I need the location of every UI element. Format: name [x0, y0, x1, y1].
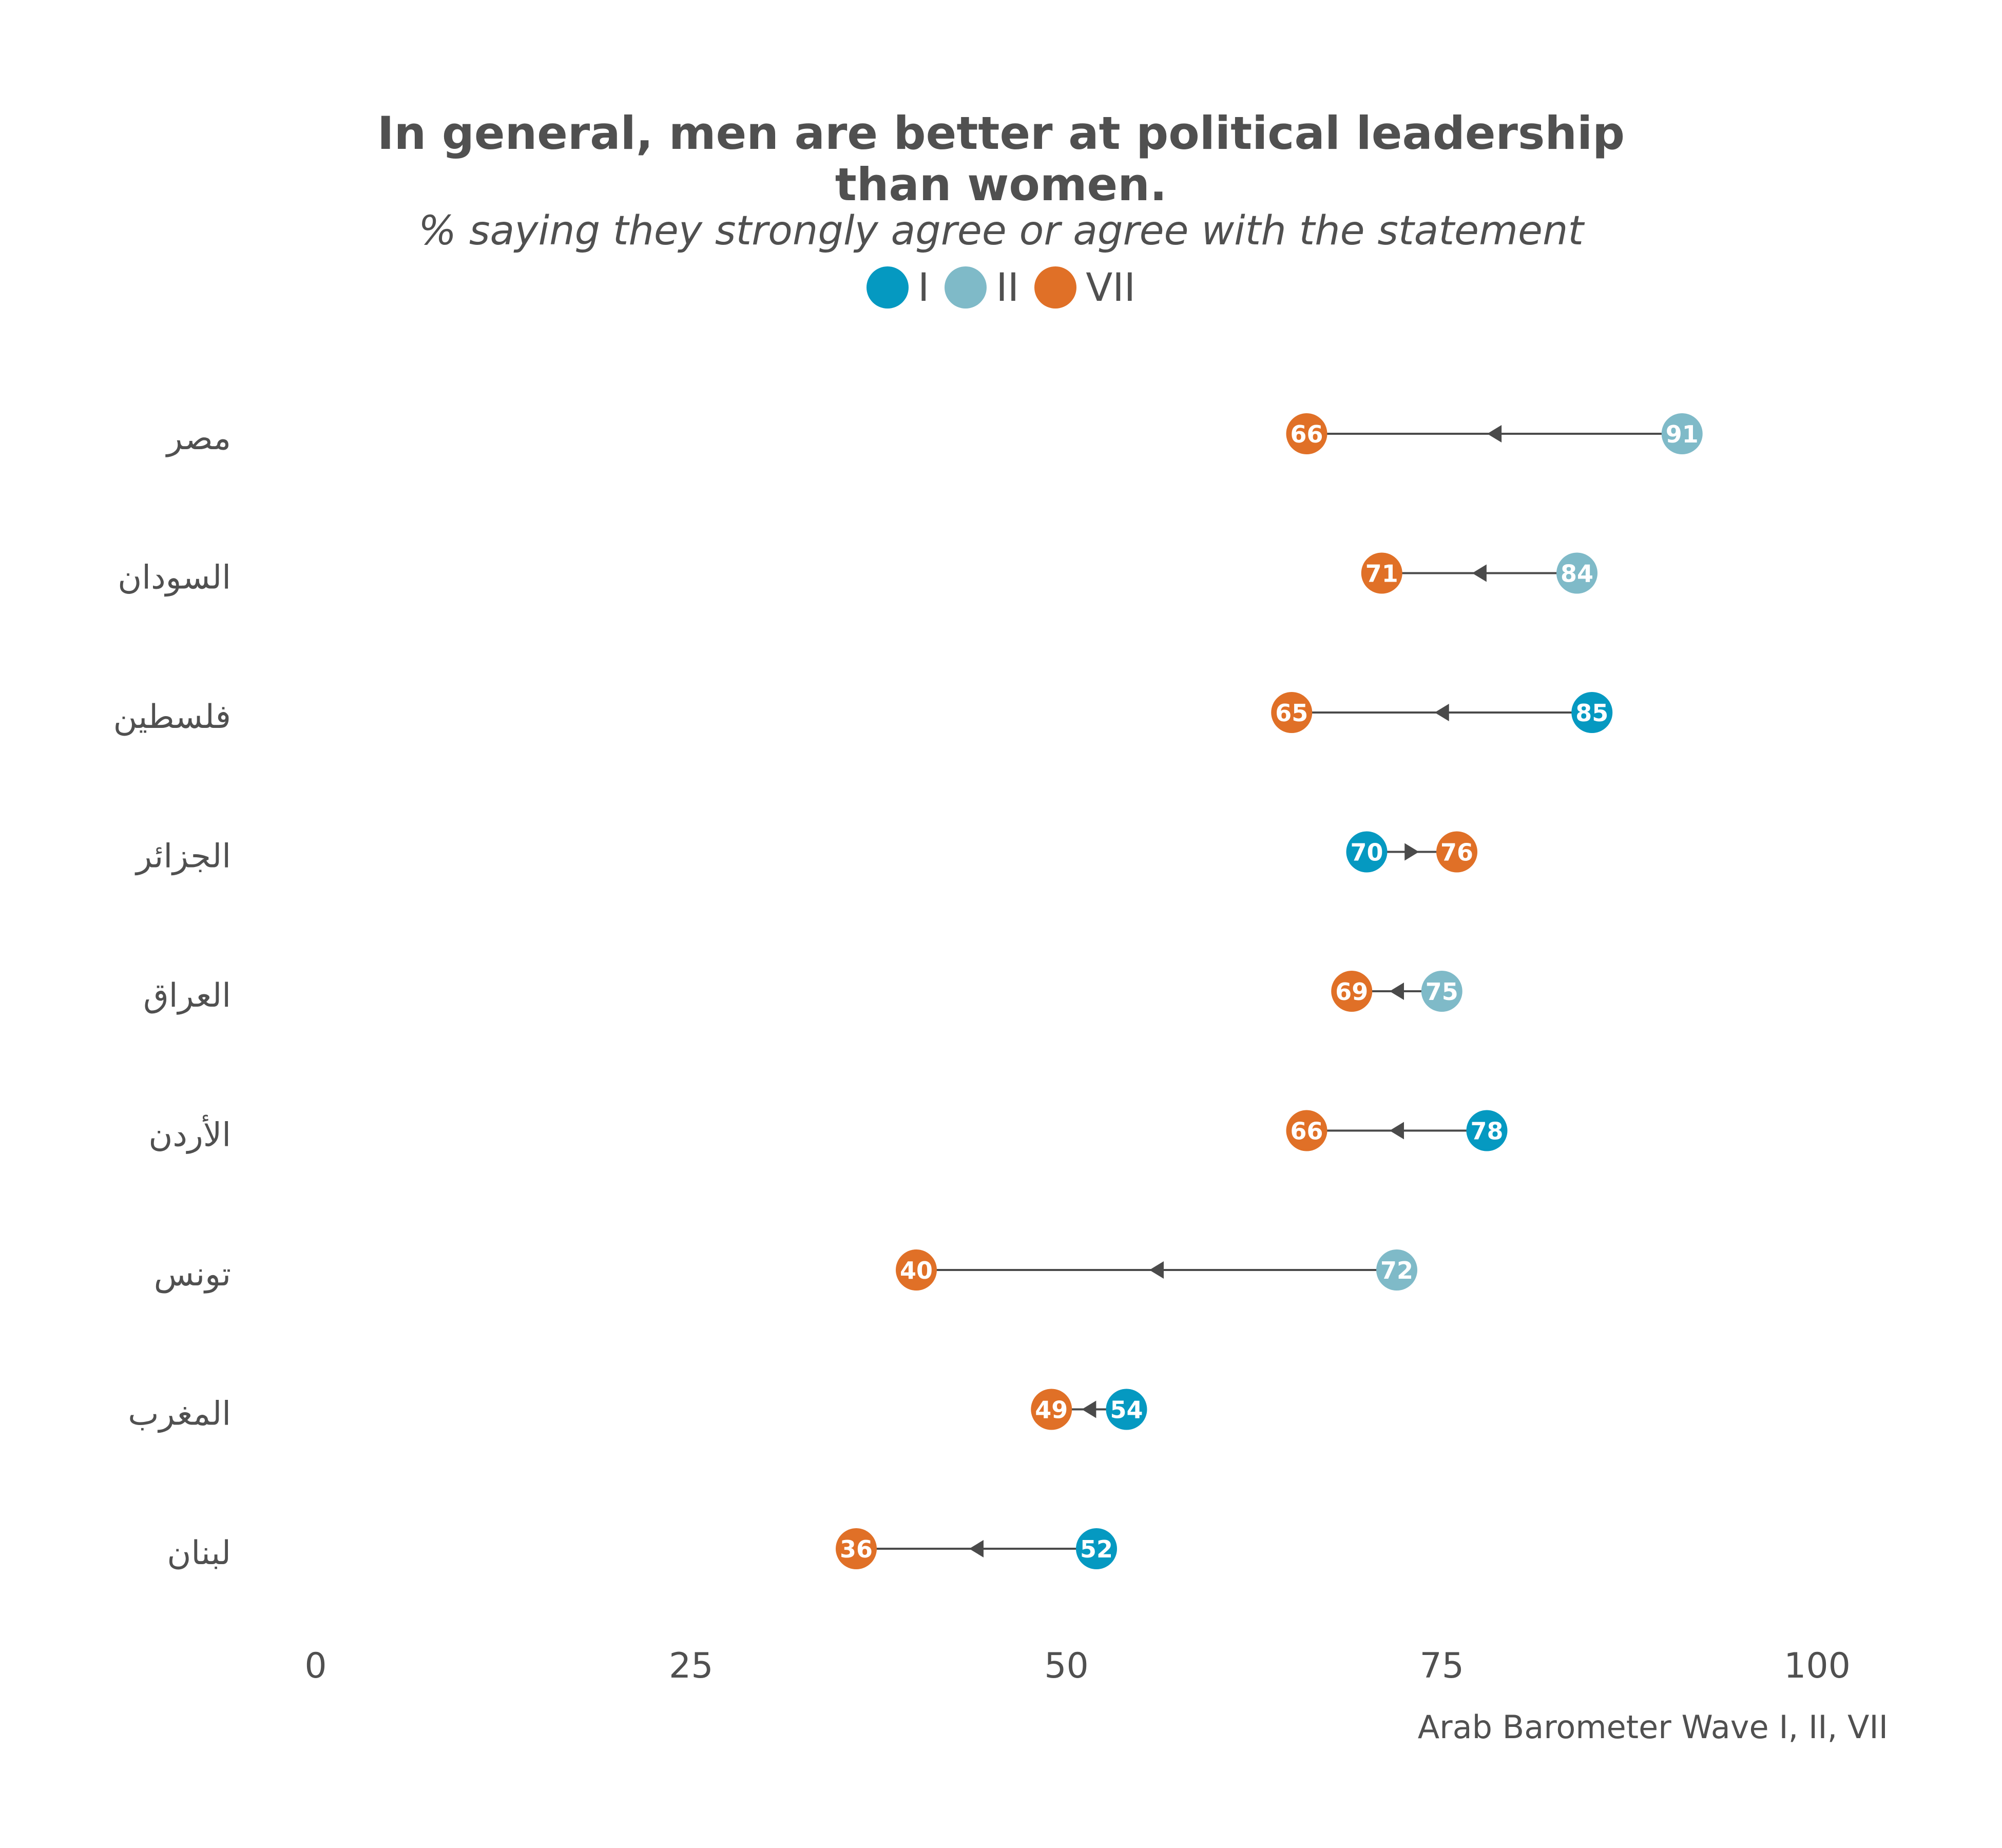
direction-arrow [1487, 425, 1502, 442]
x-tick-label: 50 [1044, 1646, 1089, 1686]
point-end-wave-VII [836, 1528, 877, 1569]
legend-label-wave-1: I [917, 264, 930, 310]
point-value-label: 52 [1080, 1535, 1113, 1563]
point-start-wave-I [1106, 1389, 1147, 1430]
legend-swatch-wave-7 [1034, 266, 1077, 309]
direction-arrow [1472, 564, 1487, 582]
point-end-wave-VII [1331, 971, 1373, 1012]
point-start-wave-II [1421, 971, 1462, 1012]
point-value-label: 84 [1561, 560, 1593, 588]
x-tick-label: 75 [1419, 1646, 1464, 1686]
point-value-label: 78 [1470, 1118, 1503, 1145]
point-value-label: 40 [900, 1257, 933, 1284]
chart-header: In general, men are better at political … [0, 108, 2002, 257]
point-end-wave-VII [896, 1249, 937, 1291]
point-value-label: 69 [1335, 978, 1368, 1006]
direction-arrow [1149, 1261, 1164, 1279]
direction-arrow [1404, 843, 1419, 861]
point-value-label: 72 [1380, 1257, 1413, 1284]
point-value-label: 54 [1110, 1396, 1143, 1424]
country-label: مصر [165, 419, 231, 457]
chart-row: المغرب 54 49 [128, 1389, 1147, 1433]
point-value-label: 71 [1365, 560, 1398, 588]
legend-item-wave-2: II [945, 264, 1019, 310]
point-start-wave-I [1076, 1528, 1117, 1569]
point-value-label: 70 [1350, 839, 1383, 867]
point-end-wave-VII [1286, 413, 1327, 454]
chart-row: السودان 84 71 [118, 552, 1597, 597]
chart-subtitle: % saying they strongly agree or agree wi… [418, 208, 1584, 254]
direction-arrow [1390, 1122, 1404, 1140]
country-label: العراق [143, 977, 231, 1015]
point-value-label: 65 [1275, 699, 1308, 727]
chart-row: الجزائر 70 76 [134, 831, 1477, 876]
direction-arrow [1082, 1400, 1096, 1418]
chart-row: العراق 75 69 [143, 971, 1462, 1015]
chart-row: فلسطين 85 65 [113, 692, 1613, 736]
point-start-wave-II [1376, 1249, 1417, 1291]
point-value-label: 66 [1290, 420, 1323, 448]
point-start-wave-I [1571, 692, 1613, 733]
x-tick-label: 25 [669, 1646, 714, 1686]
chart-row: الأردن 78 66 [148, 1110, 1508, 1154]
legend-item-wave-7: VII [1034, 264, 1135, 310]
point-value-label: 75 [1426, 978, 1458, 1006]
point-start-wave-I [1346, 831, 1388, 873]
legend-item-wave-1: I [866, 264, 930, 310]
x-axis: 0 25 50 75 100 [304, 1646, 1851, 1686]
country-label: الأردن [148, 1114, 231, 1154]
x-tick-label: 100 [1784, 1646, 1851, 1686]
country-label: فلسطين [113, 698, 231, 736]
country-label: تونس [154, 1256, 231, 1294]
country-label: لبنان [167, 1534, 231, 1572]
legend-label-wave-7: VII [1086, 264, 1136, 310]
point-end-wave-VII [1031, 1389, 1072, 1430]
chart-row: تونس 72 40 [154, 1249, 1417, 1294]
point-start-wave-I [1466, 1110, 1508, 1151]
point-value-label: 91 [1666, 420, 1699, 448]
point-value-label: 85 [1575, 699, 1608, 727]
direction-arrow [1390, 983, 1404, 1000]
chart-row: لبنان 52 36 [167, 1528, 1117, 1572]
point-value-label: 36 [840, 1535, 873, 1563]
point-start-wave-II [1556, 552, 1597, 594]
point-value-label: 76 [1440, 839, 1473, 867]
direction-arrow [1434, 704, 1449, 721]
point-end-wave-VII [1361, 552, 1402, 594]
country-label: السودان [118, 559, 231, 597]
point-value-label: 66 [1290, 1118, 1323, 1145]
chart-row: مصر 91 66 [165, 413, 1703, 457]
country-label: الجزائر [134, 838, 231, 876]
direction-arrow [969, 1540, 984, 1557]
x-tick-label: 0 [304, 1646, 326, 1686]
point-end-wave-VII [1286, 1110, 1327, 1151]
legend-swatch-wave-1 [866, 266, 909, 309]
point-value-label: 49 [1035, 1396, 1068, 1424]
point-end-wave-VII [1436, 831, 1477, 873]
point-end-wave-VII [1271, 692, 1313, 733]
legend-swatch-wave-2 [945, 266, 987, 309]
chart-caption: Arab Barometer Wave I, II, VII [1417, 1708, 1888, 1746]
legend-label-wave-2: II [996, 264, 1019, 310]
legend: I II VII [0, 264, 2002, 310]
country-label: المغرب [128, 1395, 231, 1433]
point-start-wave-II [1661, 413, 1703, 454]
chart-title: In general, men are better at political … [377, 107, 1625, 211]
